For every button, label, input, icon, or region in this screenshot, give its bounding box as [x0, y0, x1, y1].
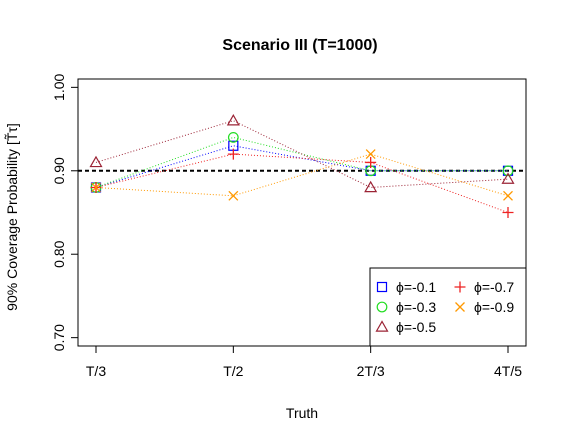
legend-label-3: ϕ=-0.5 [396, 319, 436, 335]
y-tick-label: 0.90 [51, 157, 67, 184]
x-axis-label: Truth [286, 405, 318, 421]
legend-label-4: ϕ=-0.7 [474, 279, 514, 295]
series-4-point [502, 207, 514, 218]
x-tick-label: T/3 [86, 363, 106, 379]
y-tick-label: 1.00 [51, 74, 67, 101]
x-tick-label: 2T/3 [357, 363, 385, 379]
series-line-2 [95, 136, 508, 188]
legend-marker-3 [375, 320, 389, 332]
x-tick-label: T/2 [223, 363, 243, 379]
series-line-5 [95, 153, 509, 197]
series-3-point [226, 114, 240, 126]
series-line-4 [95, 153, 509, 213]
legend-marker-1 [376, 281, 388, 293]
legend-label-2: ϕ=-0.3 [396, 299, 436, 315]
series-2-point [227, 132, 239, 143]
legend-box [369, 267, 527, 347]
y-tick-label: 0.80 [51, 240, 67, 267]
series-3-point [501, 172, 515, 184]
legend-marker-4 [454, 281, 466, 293]
series-line-3 [95, 120, 509, 188]
y-tick-label: 0.70 [51, 324, 67, 351]
plot-frame [77, 78, 527, 347]
series-line-1 [95, 145, 508, 188]
legend-marker-2 [376, 301, 388, 313]
legend-label-5: ϕ=-0.9 [474, 299, 514, 315]
series-3-point [364, 180, 378, 193]
series-5-point [91, 182, 101, 193]
series-4-point [365, 156, 377, 168]
legend-label-1: ϕ=-0.1 [396, 279, 436, 295]
series-5-point [503, 190, 513, 201]
x-tick-label: 4T/5 [494, 363, 522, 379]
y-axis-label: 90% Coverage Probability [T̃τ] [4, 123, 20, 311]
chart-title: Scenario III (T=1000) [222, 37, 377, 54]
series-5-point [228, 190, 239, 201]
series-3-point [89, 155, 103, 168]
series-2-point [502, 165, 514, 177]
legend-marker-5 [455, 302, 465, 312]
series-4-point [227, 148, 239, 160]
series-5-point [365, 149, 376, 160]
